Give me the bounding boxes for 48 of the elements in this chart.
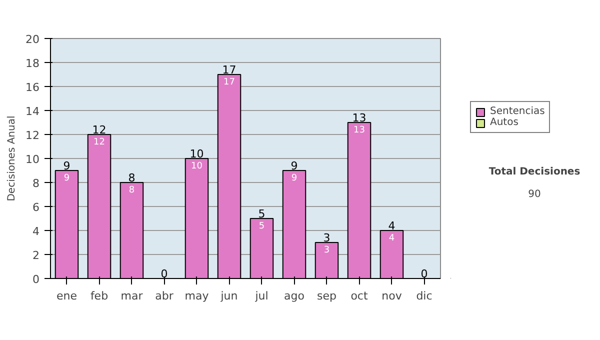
x-tick-label: jul — [254, 290, 268, 302]
y-tick-label: 20 — [26, 33, 40, 46]
total-label: 4 — [388, 220, 396, 232]
y-tick-label: 4 — [32, 225, 40, 238]
x-tick-label: abr — [155, 290, 174, 302]
x-tick-label: dic — [416, 290, 432, 302]
y-tick-label: 2 — [32, 249, 40, 262]
y-tick-label: 0 — [32, 273, 40, 286]
y-tick-label: 16 — [26, 81, 40, 94]
total-label: 13 — [352, 112, 366, 124]
x-tick-label: ene — [56, 290, 78, 302]
total-label: 5 — [258, 208, 266, 220]
total-label: 3 — [323, 232, 330, 244]
data-label: 5 — [258, 222, 265, 232]
total-label: 12 — [92, 124, 106, 136]
x-tick-label: sep — [317, 290, 337, 302]
total-label: 9 — [290, 160, 298, 172]
y-tick-label: 14 — [26, 105, 40, 118]
data-label: 9 — [64, 174, 70, 184]
total-label: 8 — [128, 172, 136, 184]
total-label: 10 — [190, 148, 204, 160]
y-tick-label: 8 — [32, 177, 40, 190]
data-label: 9 — [291, 174, 298, 184]
text: 90 — [528, 188, 541, 200]
data-label: 13 — [354, 126, 365, 136]
x-tick-label: oct — [350, 290, 368, 302]
data-label: 17 — [224, 78, 235, 88]
x-tick-label: ago — [284, 290, 305, 302]
x-tick-label: jun — [220, 290, 238, 302]
y-tick-label: 12 — [26, 129, 40, 142]
data-label: 10 — [191, 162, 203, 172]
y-tick-label: 18 — [26, 57, 40, 70]
y-tick-label: 10 — [26, 153, 40, 166]
x-tick-label: nov — [382, 290, 402, 302]
data-label: 3 — [324, 246, 330, 256]
total-label: 17 — [222, 64, 236, 76]
x-tick-label: may — [184, 290, 210, 302]
legend-label: Sentencias — [490, 106, 545, 117]
legend-label: Autos — [490, 117, 518, 128]
data-label: 8 — [128, 186, 135, 196]
total-label: 9 — [63, 160, 70, 172]
x-tick-label: feb — [90, 290, 108, 302]
text: Total Decisiones — [488, 166, 580, 178]
y-axis-title: Decisiones Anual — [6, 116, 18, 202]
y-tick-label: 6 — [32, 201, 40, 214]
data-label: 12 — [94, 138, 105, 148]
x-tick-label: mar — [120, 290, 144, 302]
data-label: 4 — [388, 234, 395, 244]
